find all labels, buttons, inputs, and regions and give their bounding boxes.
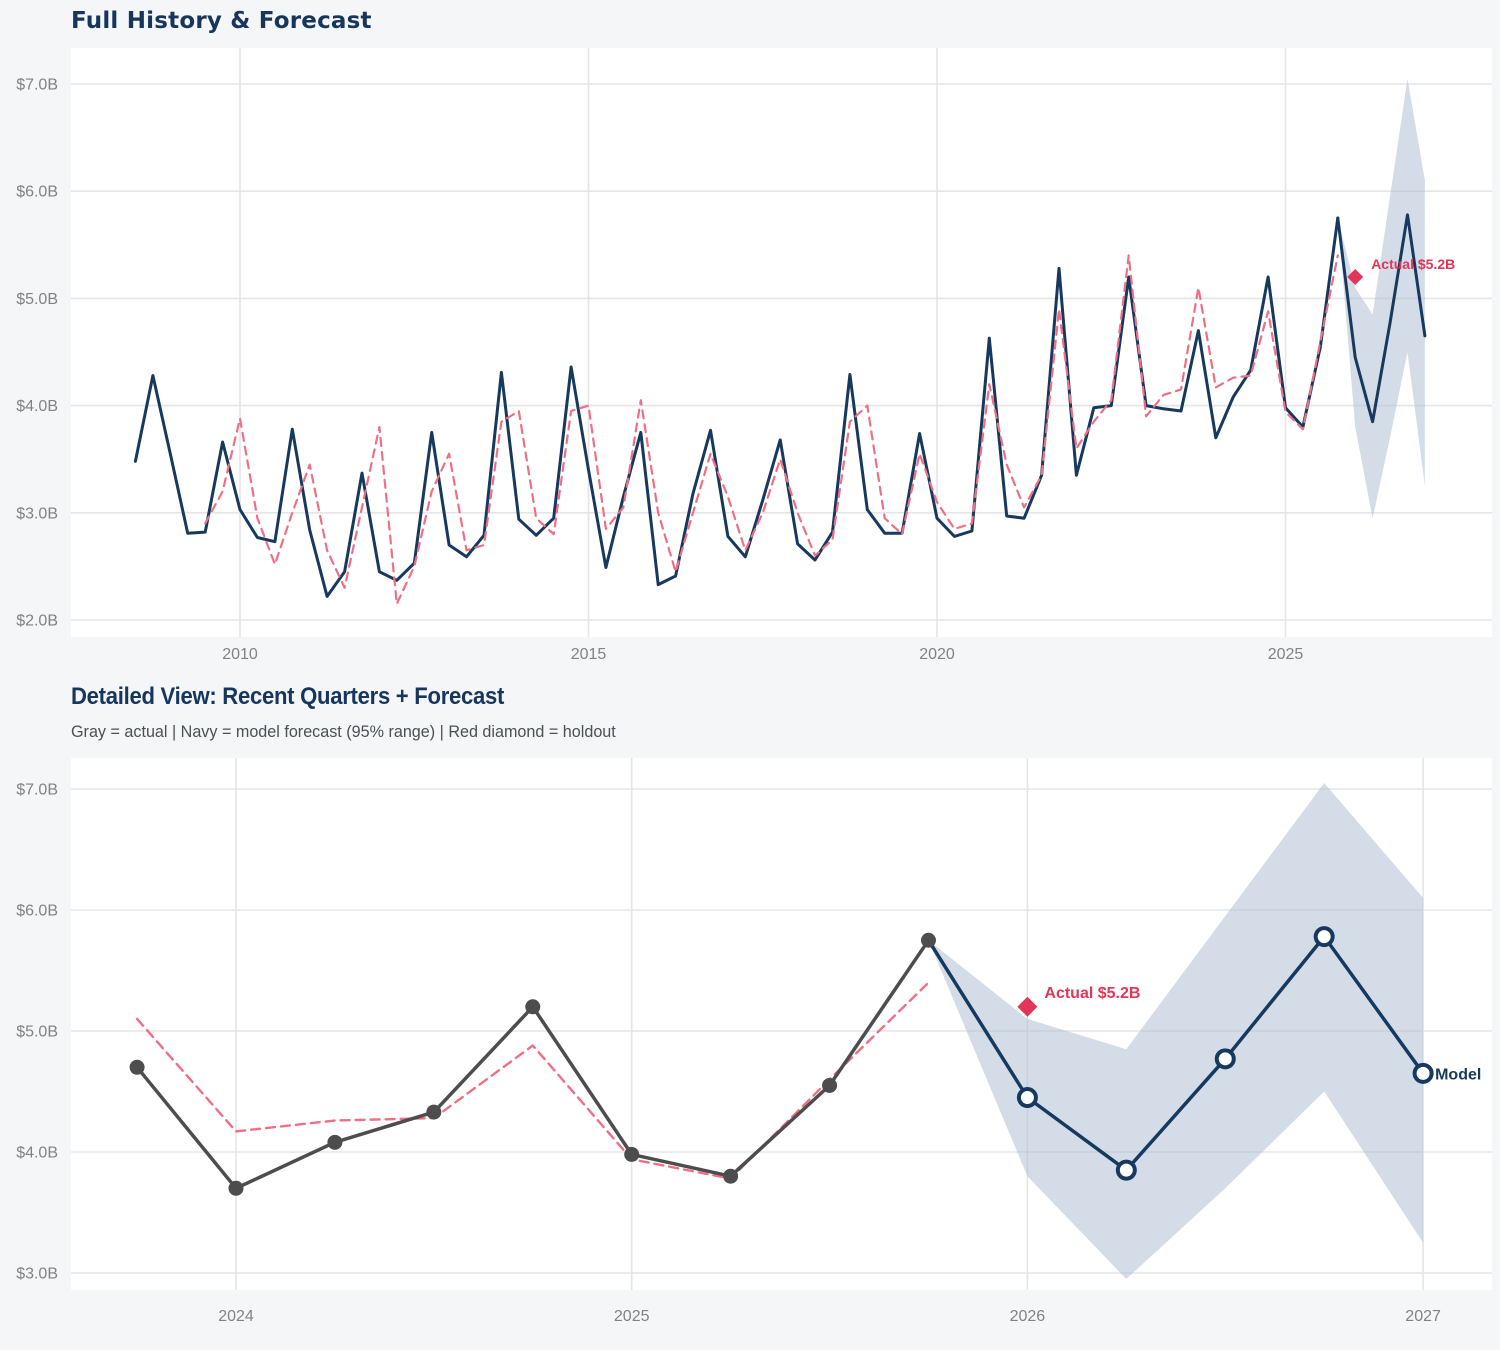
x-axis-tick-label: 2020 — [919, 646, 955, 663]
holdout-diamond-marker — [1017, 996, 1038, 1017]
y-axis-tick-label: $6.0B — [16, 184, 58, 201]
full-history-plot-area — [71, 48, 1492, 637]
detailed-view-chart-legend-subtitle: Gray = actual | Navy = model forecast (9… — [71, 722, 616, 741]
detailed-confidence-band — [928, 783, 1424, 1279]
full-history-fitted-line — [204, 254, 1339, 605]
y-axis-tick-label: $6.0B — [16, 903, 58, 920]
model-forecast-label: Model — [1435, 1066, 1481, 1083]
y-axis-tick-label: $5.0B — [16, 1024, 58, 1041]
x-axis-tick-label: 2026 — [1010, 1308, 1046, 1325]
forecast-point-marker — [1412, 1062, 1434, 1084]
actual-point-marker — [723, 1168, 739, 1184]
x-axis-tick-label: 2024 — [218, 1308, 254, 1325]
full-history-chart: Actual $5.2B $7.0B $6.0B $5.0B $4.0B $3.0B $2.… — [16, 48, 1492, 663]
full-history-forecast-line — [1336, 213, 1427, 424]
y-axis-tick-label: $2.0B — [16, 613, 58, 630]
full-history-actual-line — [133, 216, 1340, 598]
forecast-point-marker — [1016, 1087, 1038, 1109]
detailed-chart: Model Actual $5.2B $7.0B $6.0B $5.0B $4.0B $3.… — [16, 758, 1492, 1325]
y-axis-tick-label: $3.0B — [16, 505, 58, 522]
y-axis-tick-label: $3.0B — [16, 1266, 58, 1283]
forecast-point-marker — [1214, 1048, 1236, 1070]
actual-point-marker — [525, 999, 541, 1015]
actual-point-marker — [426, 1104, 442, 1120]
actual-point-marker — [129, 1059, 145, 1075]
detailed-forecast-line — [926, 934, 1425, 1172]
detailed-fitted-line — [135, 981, 930, 1180]
actual-point-marker — [228, 1180, 244, 1196]
actual-point-marker — [920, 932, 936, 948]
actual-point-marker — [624, 1146, 640, 1162]
x-axis-tick-label: 2025 — [1268, 646, 1304, 663]
actual-point-marker — [327, 1134, 343, 1150]
actual-point-marker — [822, 1077, 838, 1093]
full-history-confidence-band — [1337, 78, 1425, 519]
x-axis-tick-label: 2027 — [1405, 1308, 1441, 1325]
y-axis-tick-label: $5.0B — [16, 291, 58, 308]
holdout-annotation-label: Actual $5.2B — [1371, 256, 1455, 272]
full-history-chart-title: Full History & Forecast — [71, 8, 372, 34]
x-axis-tick-label: 2025 — [614, 1308, 650, 1325]
detailed-view-chart-title: Detailed View: Recent Quarters + Forecas… — [71, 683, 505, 710]
x-axis-tick-label: 2010 — [222, 646, 258, 663]
y-axis-tick-label: $4.0B — [16, 398, 58, 415]
y-axis-tick-label: $7.0B — [16, 782, 58, 799]
holdout-annotation-label: Actual $5.2B — [1044, 985, 1140, 1002]
holdout-diamond-marker — [1347, 268, 1364, 285]
forecast-point-marker — [1115, 1159, 1137, 1181]
y-axis-tick-label: $7.0B — [16, 77, 58, 94]
y-axis-tick-label: $4.0B — [16, 1145, 58, 1162]
x-axis-tick-label: 2015 — [571, 646, 607, 663]
forecast-point-marker — [1313, 926, 1335, 948]
